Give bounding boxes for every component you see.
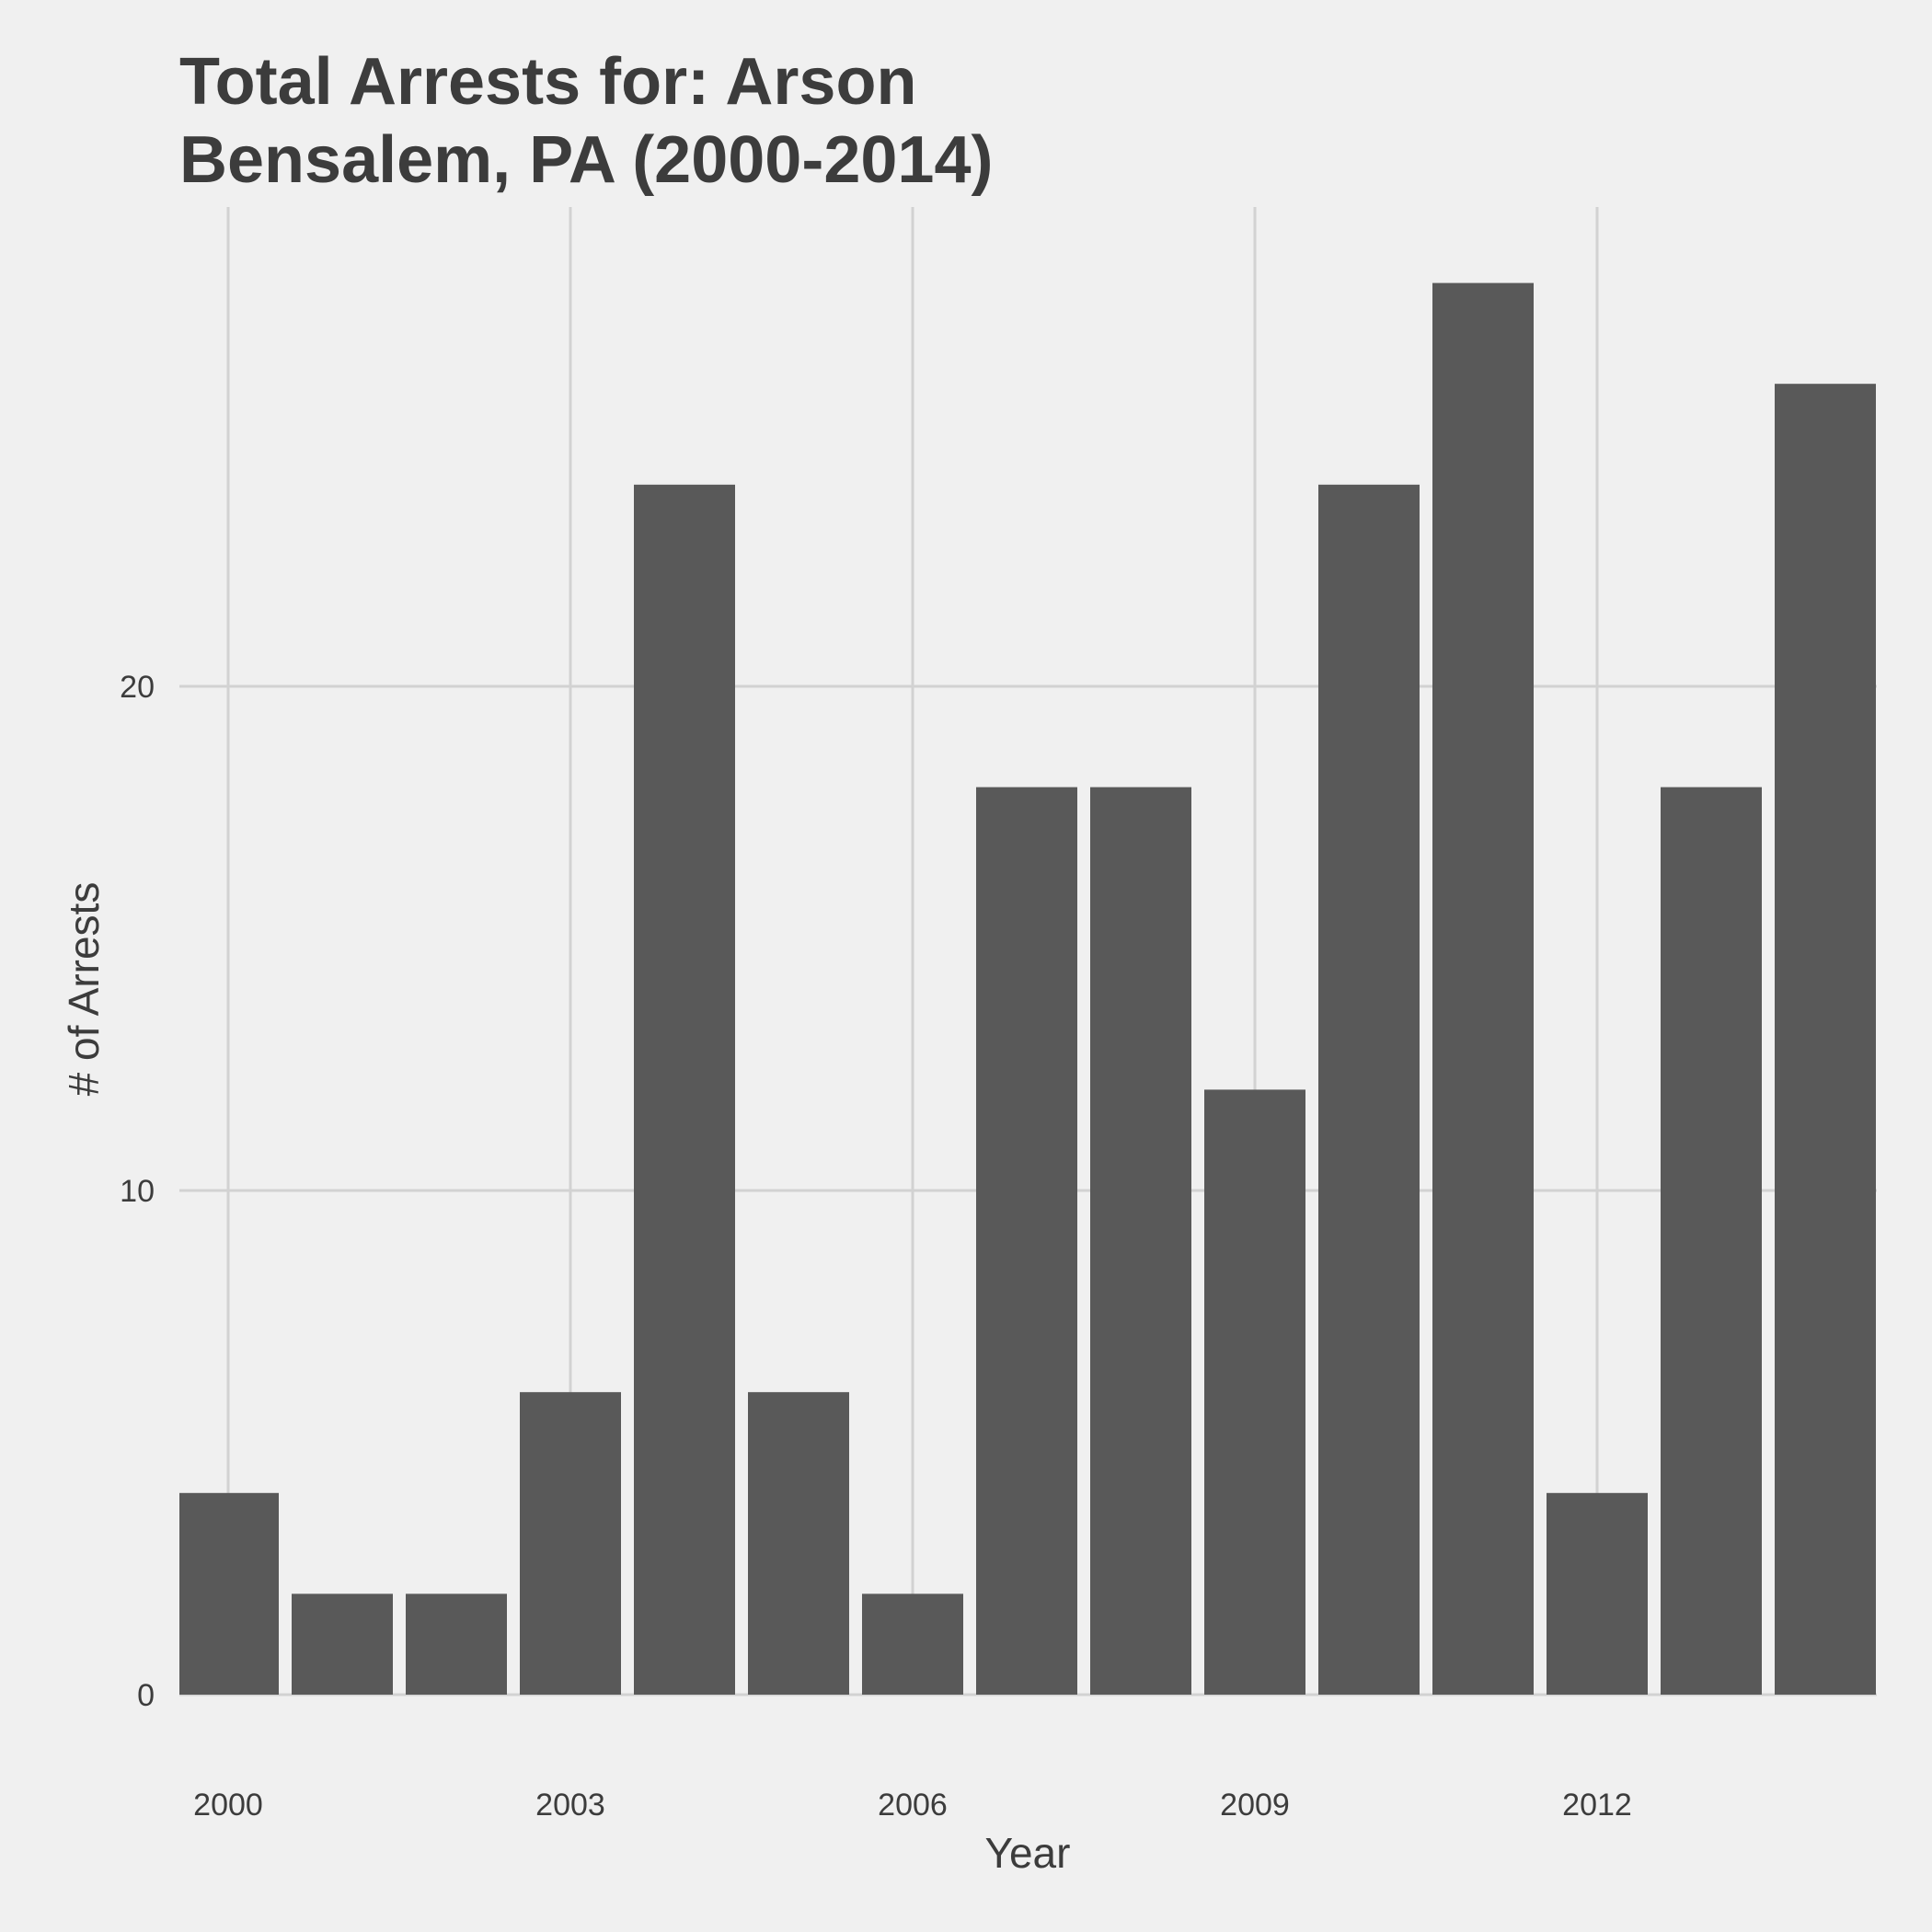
x-tick-label: 2012: [1562, 1788, 1632, 1823]
bar-2008: [1090, 787, 1191, 1695]
y-tick-label: 20: [120, 670, 155, 705]
y-axis-title: # of Arrests: [60, 882, 108, 1097]
bar-2007: [976, 787, 1077, 1695]
chart-title-line-1: Total Arrests for: Arson: [179, 45, 916, 119]
chart-title-line-2: Bensalem, PA (2000-2014): [179, 123, 993, 197]
bars: [179, 282, 1876, 1696]
bar-2004: [634, 484, 735, 1695]
x-tick-labels: 2000 2003 2006 2009 2012: [193, 1788, 1632, 1823]
bar-2005: [748, 1392, 849, 1695]
x-tick-label: 2009: [1220, 1788, 1290, 1823]
bar-2000: [179, 1492, 279, 1695]
x-tick-label: 2003: [535, 1788, 605, 1823]
bar-2010: [1318, 484, 1420, 1695]
y-tick-label: 10: [120, 1174, 155, 1209]
bar-2011: [1432, 282, 1534, 1696]
x-tick-label: 2000: [193, 1788, 263, 1823]
bar-2012: [1547, 1492, 1648, 1695]
y-tick-labels: 0 10 20: [120, 670, 155, 1713]
x-tick-label: 2006: [878, 1788, 948, 1823]
x-axis-title: Year: [985, 1829, 1071, 1877]
y-tick-label: 0: [137, 1678, 155, 1713]
bar-2001: [292, 1593, 393, 1695]
bar-2006: [862, 1593, 963, 1695]
bar-2002: [406, 1593, 507, 1695]
bar-2003: [520, 1392, 621, 1695]
bar-2014: [1775, 384, 1876, 1696]
bar-2013: [1661, 787, 1762, 1695]
bar-2009: [1204, 1089, 1305, 1695]
